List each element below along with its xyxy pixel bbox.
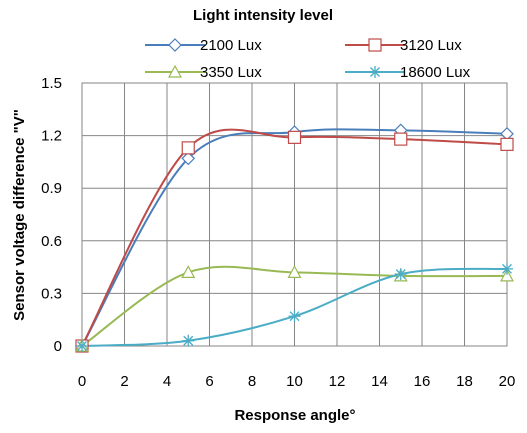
data-point-marker xyxy=(499,268,515,282)
legend-title: Light intensity level xyxy=(193,7,333,24)
data-point-marker xyxy=(394,268,407,281)
data-point-marker xyxy=(182,334,195,347)
series-markers xyxy=(74,123,515,353)
data-point-marker xyxy=(181,151,196,166)
data-point-marker xyxy=(76,340,88,352)
data-point-marker xyxy=(287,265,302,278)
data-point-marker xyxy=(287,130,302,144)
x-tick-label: 18 xyxy=(456,373,473,390)
legend-item: 18600 Lux xyxy=(345,64,471,81)
data-point-marker xyxy=(501,262,513,275)
legend-label: 18600 Lux xyxy=(400,64,471,81)
y-tick-label: 0.9 xyxy=(41,180,62,197)
legend-marker-swatch xyxy=(369,66,381,78)
legend-label: 3350 Lux xyxy=(200,64,262,81)
legend-marker-swatch xyxy=(168,38,182,52)
y-tick-label: 1.2 xyxy=(41,128,62,145)
x-tick-label: 20 xyxy=(499,373,516,390)
series-line-3120-lux xyxy=(81,128,508,347)
y-tick-label: 0.3 xyxy=(41,285,62,302)
legend-item: 2100 Lux xyxy=(145,37,262,54)
series-line-2100-lux xyxy=(81,128,508,347)
data-point-marker xyxy=(181,141,195,155)
y-axis-title: Sensor voltage difference "V" xyxy=(11,109,28,321)
data-point-marker xyxy=(181,265,196,278)
x-axis-title: Response angle° xyxy=(234,407,355,424)
axis-tick-labels: 0 2 4 6 8 10 12 14 16 18 20 0 0.3 0.6 0.9 1.2 1.5 xyxy=(41,75,515,390)
x-tick-label: 10 xyxy=(286,373,303,390)
legend-label: 2100 Lux xyxy=(200,37,262,54)
x-tick-label: 2 xyxy=(120,373,128,390)
data-point-marker xyxy=(288,310,301,323)
x-tick-label: 12 xyxy=(329,373,346,390)
data-point-marker xyxy=(500,137,514,151)
y-tick-label: 0.6 xyxy=(41,233,62,250)
x-tick-label: 16 xyxy=(414,373,431,390)
x-tick-label: 0 xyxy=(78,373,86,390)
y-tick-label: 1.5 xyxy=(41,75,62,92)
legend-item: 3350 Lux xyxy=(145,64,262,81)
legend-marker-swatch xyxy=(167,64,183,78)
legend-item: 3120 Lux xyxy=(345,37,462,54)
y-tick-label: 0 xyxy=(54,338,62,355)
x-tick-label: 4 xyxy=(163,373,171,390)
x-tick-label: 8 xyxy=(248,373,256,390)
legend-label: 3120 Lux xyxy=(400,37,462,54)
x-tick-label: 6 xyxy=(205,373,213,390)
x-tick-label: 14 xyxy=(371,373,388,390)
plot-area-border xyxy=(81,82,508,347)
data-point-marker xyxy=(394,132,408,146)
legend-marker-swatch xyxy=(368,38,382,52)
legend: 2100 Lux 3120 Lux 3350 Lux 18600 Lux xyxy=(145,37,471,81)
